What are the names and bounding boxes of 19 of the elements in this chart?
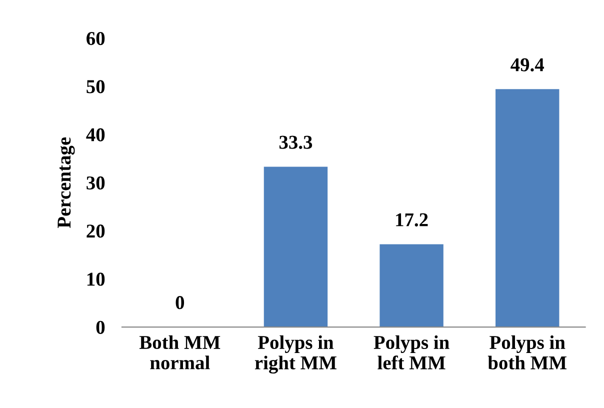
y-tick-label: 50 (86, 80, 105, 94)
y-tick-label: 40 (86, 128, 105, 142)
x-tick-label: Polyps in right MM (254, 335, 336, 374)
y-tick-label: 0 (96, 320, 105, 334)
data-label: 49.4 (510, 58, 544, 72)
data-label: 33.3 (279, 136, 312, 149)
y-axis-title: Percentage (58, 137, 75, 228)
x-tick-label: Polyps in left MM (374, 335, 450, 370)
bar (264, 166, 328, 328)
y-tick-label: 60 (86, 32, 105, 46)
bar (380, 244, 444, 328)
y-tick-label: 10 (87, 272, 105, 286)
y-tick-label: 20 (86, 224, 105, 238)
data-label: 0 (176, 296, 184, 310)
x-tick-label: Both MM normal (139, 335, 220, 370)
y-tick-label: 30 (86, 176, 105, 190)
data-label: 17.2 (396, 213, 428, 226)
bar (496, 89, 560, 328)
x-tick-label: Polyps in both MM (488, 335, 567, 370)
